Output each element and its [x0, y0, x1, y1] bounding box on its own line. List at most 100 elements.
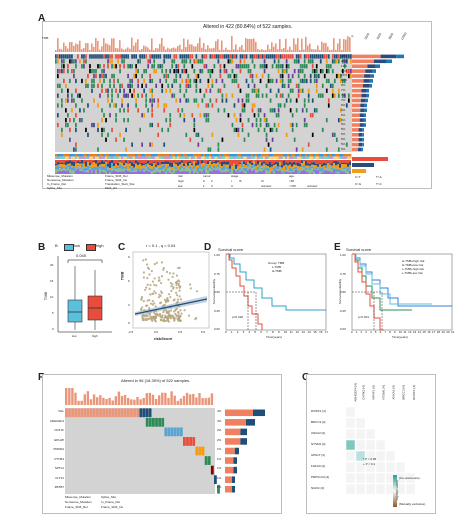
- annot-cell: [129, 156, 131, 159]
- titv-seg: [157, 169, 159, 172]
- mutation-cell: [261, 64, 264, 69]
- mutation-cell: [247, 132, 250, 137]
- titv-seg: [315, 165, 317, 168]
- mutation-cell: [241, 122, 244, 128]
- titv-seg: [175, 164, 177, 167]
- mutation-cell: [345, 103, 348, 108]
- tmb-bar: [61, 49, 63, 52]
- tmb-bar: [57, 38, 59, 52]
- f-gene-label: EPHJP: [54, 437, 64, 442]
- mutation-cell: [259, 64, 262, 69]
- mutation-cell: [261, 54, 264, 59]
- titv-seg: [217, 160, 219, 163]
- scatter-point: [144, 314, 147, 317]
- annot-cell: [167, 156, 169, 159]
- tmb-bar: [197, 43, 199, 52]
- titv-seg: [83, 164, 85, 169]
- mutation-cell: [117, 54, 119, 59]
- titv-seg: [193, 173, 195, 174]
- mutation-cell: [225, 98, 228, 103]
- mutation-cell: [195, 132, 198, 137]
- titv-seg: [261, 165, 263, 168]
- mutation-cell: [311, 69, 314, 74]
- mutation-cell: [181, 69, 184, 74]
- titv-seg: [107, 167, 109, 169]
- titv-seg: [249, 168, 251, 174]
- mutation-cell: [155, 69, 158, 74]
- mutation-cell: [163, 54, 166, 59]
- mutation-cell: [129, 78, 131, 84]
- mutation-cell: [203, 64, 206, 69]
- mutation-cell: [153, 59, 156, 64]
- tmb-bar: [181, 49, 183, 52]
- titv-seg: [249, 160, 251, 164]
- mutation-cell: [341, 93, 344, 98]
- mutation-cell: [315, 78, 318, 84]
- mutation-cell: [75, 78, 77, 84]
- annot-cell: [315, 154, 317, 157]
- mutation-cell: [285, 59, 288, 64]
- tmb-bar: [313, 49, 315, 52]
- mutation-cell: [109, 78, 111, 84]
- mutation-cell: [223, 108, 226, 113]
- xtick: 4: [370, 330, 372, 334]
- legend-risk-title: risk: [178, 174, 183, 178]
- titv-seg: [333, 161, 335, 164]
- titv-seg: [297, 160, 299, 163]
- mutation-cell: [167, 83, 170, 88]
- tmb-bar: [277, 49, 279, 52]
- titv-seg: [127, 160, 129, 164]
- mutation-cell: [99, 73, 101, 79]
- titv-seg: [117, 166, 119, 169]
- mutation-cell: [237, 83, 240, 88]
- mutation-cell: [111, 93, 113, 98]
- mutation-cell: [189, 54, 192, 59]
- mutation-cell: [113, 83, 115, 88]
- tmb-bar: [99, 49, 101, 52]
- bar-seg: [375, 64, 380, 68]
- legend-high-swatch: [86, 244, 96, 251]
- tmb-bar: [307, 45, 309, 52]
- annot-cell: [311, 156, 313, 159]
- titv-seg: [97, 166, 99, 168]
- titv-seg: [107, 168, 109, 171]
- mutation-cell: [235, 118, 238, 123]
- mutation-cell: [95, 73, 97, 79]
- bar-seg: [363, 123, 366, 127]
- mutation-cell: [165, 103, 168, 108]
- ytick: 1.00: [214, 253, 220, 257]
- titv-seg: [67, 161, 69, 164]
- f-legend: Missense_Mutation Nonsense_Mutation Fram…: [65, 496, 215, 512]
- mutation-cell: [141, 83, 143, 88]
- mutation-cell: [253, 54, 256, 59]
- mutation-cell: [205, 64, 208, 69]
- titv-seg: [257, 169, 259, 173]
- xtick: 0: [225, 330, 227, 334]
- titv-seg: [101, 170, 103, 172]
- titv-seg: [183, 170, 185, 174]
- mutation-cell: [191, 64, 194, 69]
- annot-cell: [349, 156, 351, 159]
- scatter-point: [148, 312, 152, 315]
- titv-seg: [95, 163, 97, 167]
- mutation-cell: [231, 59, 234, 64]
- annot-cell: [245, 154, 247, 157]
- mutation-cell: [235, 54, 238, 59]
- titv-seg: [305, 160, 307, 162]
- titv-seg: [333, 169, 335, 174]
- bar-seg: [361, 93, 367, 98]
- legend-e-h-low: H-TMB+low risk: [402, 263, 424, 267]
- titv-seg: [267, 173, 269, 174]
- f-gene-pct: 1%: [217, 466, 222, 471]
- titv-seg: [305, 169, 307, 172]
- mutation-cell: [105, 54, 107, 59]
- tmb-bar: [231, 36, 233, 52]
- mutation-cell: [149, 54, 152, 59]
- mutation-cell: [101, 118, 103, 123]
- g-cell: [355, 472, 366, 484]
- xcat-low: low: [72, 334, 77, 338]
- titv-seg: [165, 168, 167, 172]
- scatter-point: [187, 314, 191, 317]
- annot-cell: [97, 154, 99, 157]
- bar-seg: [352, 54, 381, 59]
